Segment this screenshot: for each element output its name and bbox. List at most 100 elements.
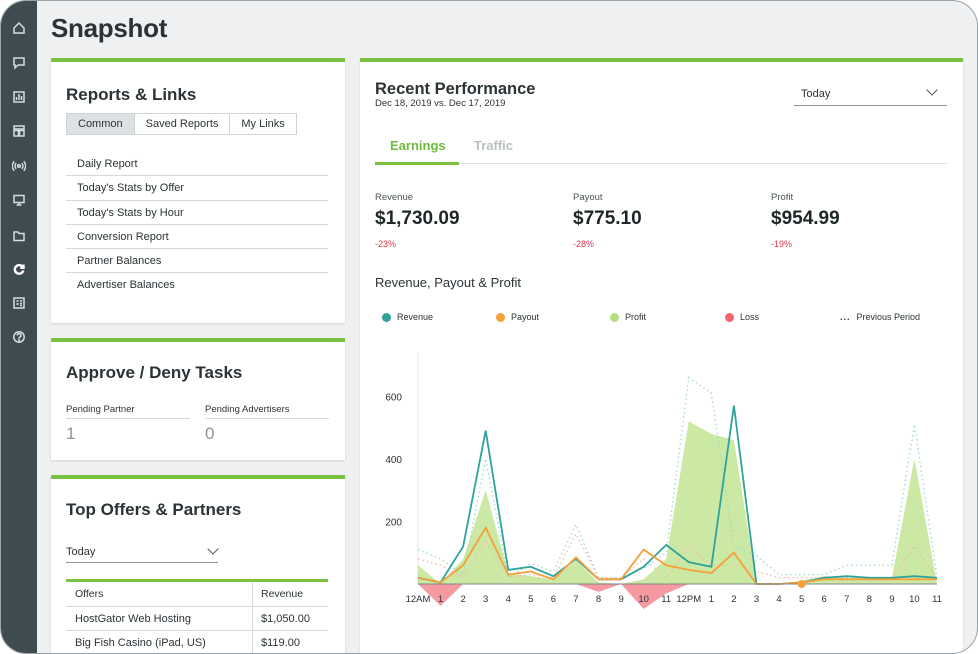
legend-previous-period[interactable]: ... Previous Period — [840, 312, 920, 322]
x-tick-label: 5 — [799, 594, 804, 605]
table-row[interactable]: HostGator Web Hosting $1,050.00 — [66, 606, 328, 631]
tab-earnings[interactable]: Earnings — [390, 138, 446, 153]
y-tick-label: 600 — [385, 392, 402, 403]
offer-revenue: $119.00 — [261, 637, 300, 649]
x-tick-label: 12AM — [406, 594, 431, 605]
home-icon[interactable] — [1, 17, 37, 39]
metric-payout-change: -28% — [573, 239, 595, 249]
chevron-down-icon[interactable] — [207, 543, 219, 555]
pending-partner-value[interactable]: 1 — [66, 424, 76, 443]
x-tick-label: 2 — [731, 594, 736, 605]
performance-title: Recent Performance — [375, 80, 536, 98]
y-tick-label: 200 — [385, 517, 402, 528]
x-tick-label: 10 — [909, 594, 920, 605]
x-tick-label: 2 — [460, 594, 465, 605]
offer-name[interactable]: HostGator Web Hosting — [66, 606, 253, 630]
x-tick-label: 5 — [528, 594, 533, 605]
link-stats-by-offer[interactable]: Today's Stats by Offer — [66, 176, 328, 201]
metric-profit-value: $954.99 — [771, 208, 840, 229]
performance-chart: 200 400 600 12AM 1 2 3 4 5 6 7 8 9 10 11 12PM 1 2 3 4 5 6 7 8 9 1… — [385, 353, 942, 610]
x-tick-label: 9 — [618, 594, 623, 605]
col-revenue[interactable]: Revenue — [261, 588, 304, 600]
link-stats-by-hour[interactable]: Today's Stats by Hour — [66, 201, 328, 225]
legend-payout-swatch — [496, 312, 505, 322]
legend-revenue[interactable]: Revenue — [382, 312, 433, 322]
x-tick-label: 9 — [889, 594, 894, 605]
x-tick-label: 1 — [709, 594, 714, 605]
metric-revenue-value: $1,730.09 — [375, 208, 460, 229]
tabs-divider — [375, 163, 947, 164]
col-offers[interactable]: Offers — [66, 582, 253, 606]
hover-marker — [797, 580, 806, 588]
x-tick-label: 8 — [867, 594, 872, 605]
tab-my-links[interactable]: My Links — [241, 118, 285, 130]
reports-tabs: Common Saved Reports My Links — [66, 113, 297, 135]
offers-period-underline — [66, 562, 218, 563]
chat-icon[interactable] — [1, 52, 37, 74]
series-payout-line — [417, 525, 937, 585]
tab-saved-reports[interactable]: Saved Reports — [135, 114, 231, 134]
x-tick-label: 3 — [754, 594, 759, 605]
link-advertiser-balances[interactable]: Advertiser Balances — [77, 279, 175, 292]
help-icon[interactable] — [1, 326, 37, 348]
tab-common[interactable]: Common — [67, 114, 135, 134]
legend-loss-swatch — [725, 312, 734, 322]
y-tick-label: 400 — [385, 455, 402, 466]
legend-profit[interactable]: Profit — [610, 312, 646, 322]
side-nav — [1, 1, 37, 653]
refresh-icon[interactable] — [1, 258, 37, 280]
pending-partner-label: Pending Partner — [66, 404, 135, 415]
offer-name[interactable]: Big Fish Casino (iPad, US) — [66, 631, 253, 653]
legend-loss[interactable]: Loss — [725, 312, 759, 322]
link-daily-report[interactable]: Daily Report — [66, 152, 328, 177]
pending-advertisers-value[interactable]: 0 — [205, 424, 215, 443]
series-revenue-line — [417, 405, 938, 585]
report-links: Daily Report Today's Stats by Offer Toda… — [66, 152, 328, 298]
x-tick-label: 6 — [822, 594, 827, 605]
x-tick-label: 11 — [932, 594, 942, 605]
x-tick-label: 6 — [551, 594, 556, 605]
approve-deny-title: Approve / Deny Tasks — [66, 363, 243, 382]
metric-profit-change: -19% — [771, 239, 793, 249]
table-header: Offers Revenue — [66, 582, 328, 607]
chevron-down-icon[interactable] — [926, 84, 938, 96]
link-partner-balances[interactable]: Partner Balances — [66, 249, 328, 274]
x-tick-label: 7 — [844, 594, 849, 605]
legend-payout[interactable]: Payout — [496, 312, 539, 322]
chart-title: Revenue, Payout & Profit — [375, 275, 521, 290]
offer-revenue: $1,050.00 — [261, 612, 310, 625]
metric-profit-label: Profit — [771, 192, 794, 203]
legend-loss-label: Loss — [740, 312, 760, 322]
grid-icon[interactable] — [1, 120, 37, 142]
page-title: Snapshot — [51, 13, 168, 43]
bar-chart-icon[interactable] — [1, 86, 37, 108]
x-tick-label: 3 — [483, 594, 488, 605]
legend-profit-label: Profit — [625, 312, 647, 322]
pending-advertisers-label: Pending Advertisers — [205, 404, 290, 415]
legend-profit-swatch — [610, 312, 619, 322]
metric-payout-label: Payout — [573, 192, 603, 203]
tab-traffic[interactable]: Traffic — [474, 138, 514, 153]
broadcast-icon[interactable] — [1, 155, 37, 177]
pending-partner-divider — [66, 418, 190, 419]
top-offers-card: Top Offers & Partners Today Offers Reven… — [51, 475, 345, 653]
folder-icon[interactable] — [1, 225, 37, 247]
reports-links-title: Reports & Links — [66, 85, 197, 104]
top-offers-title: Top Offers & Partners — [66, 500, 242, 519]
legend-revenue-swatch — [382, 312, 391, 322]
x-tick-label: 10 — [638, 594, 649, 605]
table-row[interactable]: Big Fish Casino (iPad, US) $119.00 — [66, 631, 328, 653]
legend-previous-period-swatch: ... — [840, 312, 851, 322]
offers-period-select[interactable]: Today — [66, 546, 96, 558]
earnings-tab-indicator — [375, 162, 459, 165]
approve-deny-card: Approve / Deny Tasks Pending Partner 1 P… — [51, 338, 345, 460]
pending-advertisers-divider — [205, 418, 329, 419]
link-conversion-report[interactable]: Conversion Report — [66, 225, 328, 250]
x-tick-label: 12PM — [676, 594, 701, 605]
performance-period-select[interactable]: Today — [801, 88, 831, 100]
series-profit-area — [418, 421, 937, 584]
x-tick-label: 11 — [661, 594, 671, 605]
monitor-icon[interactable] — [1, 189, 37, 211]
calculator-icon[interactable] — [1, 292, 37, 314]
